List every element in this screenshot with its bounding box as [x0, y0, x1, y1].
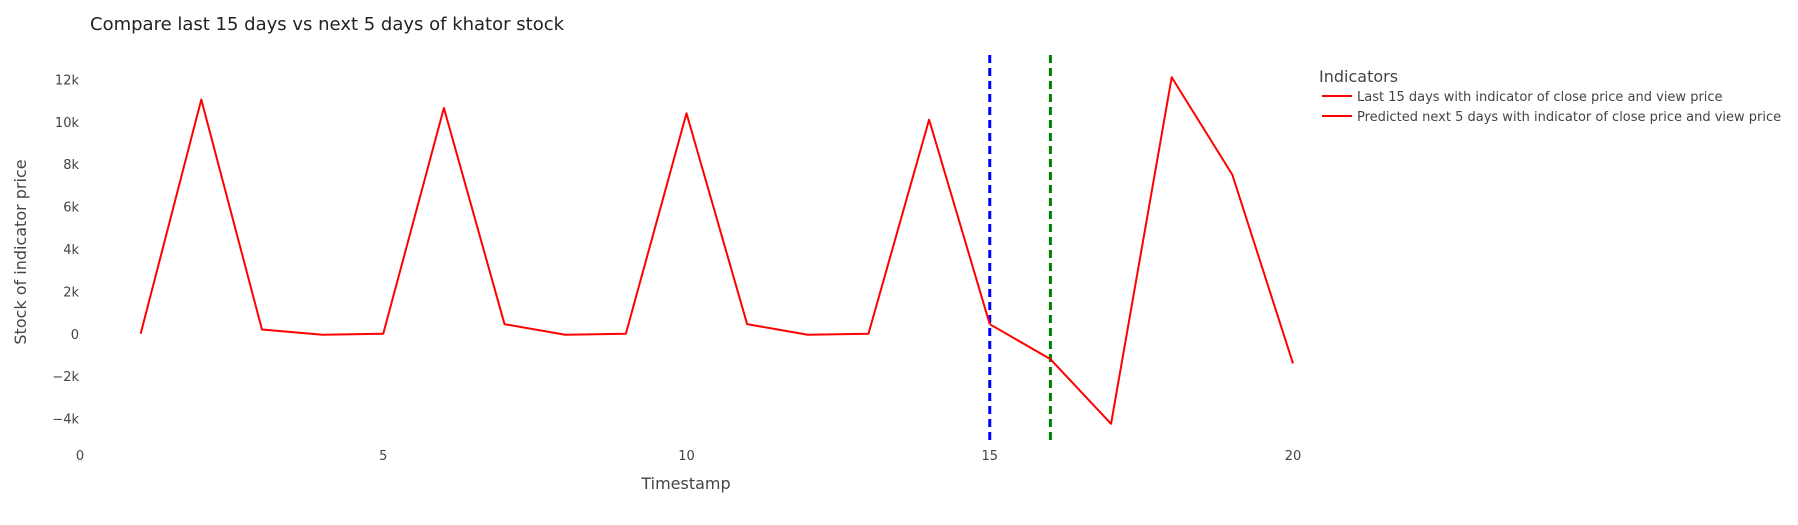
- legend[interactable]: Indicators Last 15 days with indicator o…: [1319, 67, 1781, 125]
- y-tick-label: 4k: [63, 243, 79, 258]
- x-axis-ticks: 0 5 10 15 20: [76, 449, 1301, 464]
- data-point[interactable]: [139, 332, 143, 336]
- data-point[interactable]: [927, 118, 931, 122]
- series-line-1[interactable]: [989, 76, 1294, 425]
- data-point[interactable]: [1109, 422, 1113, 426]
- plot-area: [139, 55, 1295, 445]
- data-point[interactable]: [988, 322, 992, 326]
- x-axis-title: Timestamp: [640, 474, 730, 493]
- data-point[interactable]: [806, 333, 810, 337]
- data-point[interactable]: [624, 332, 628, 336]
- data-point[interactable]: [199, 98, 203, 102]
- data-point[interactable]: [321, 333, 325, 337]
- legend-title: Indicators: [1319, 67, 1398, 86]
- x-tick-label: 0: [76, 449, 84, 464]
- x-tick-label: 20: [1285, 449, 1302, 464]
- data-point[interactable]: [1291, 361, 1295, 365]
- y-tick-label: 0: [71, 328, 79, 343]
- y-tick-label: −2k: [52, 370, 79, 385]
- x-tick-label: 5: [379, 449, 387, 464]
- x-tick-label: 15: [981, 449, 998, 464]
- data-point[interactable]: [866, 332, 870, 336]
- legend-label: Last 15 days with indicator of close pri…: [1357, 90, 1723, 105]
- legend-items[interactable]: Last 15 days with indicator of close pri…: [1322, 90, 1781, 125]
- data-point[interactable]: [381, 332, 385, 336]
- data-point[interactable]: [442, 106, 446, 110]
- y-tick-label: 10k: [55, 116, 80, 131]
- data-point[interactable]: [745, 322, 749, 326]
- y-tick-label: 2k: [63, 285, 79, 300]
- y-axis-ticks: −4k −2k 0 2k 4k 6k 8k 10k 12k: [52, 73, 79, 427]
- y-tick-label: −4k: [52, 413, 79, 428]
- data-point[interactable]: [685, 111, 689, 115]
- series-line-0[interactable]: [139, 98, 991, 336]
- y-tick-label: 12k: [55, 73, 80, 88]
- data-point[interactable]: [503, 322, 507, 326]
- chart-title: Compare last 15 days vs next 5 days of k…: [90, 14, 565, 35]
- y-axis-title: Stock of indicator price: [11, 159, 30, 344]
- y-tick-label: 6k: [63, 201, 79, 216]
- legend-label: Predicted next 5 days with indicator of …: [1357, 110, 1781, 125]
- legend-item-1[interactable]: Predicted next 5 days with indicator of …: [1322, 110, 1781, 125]
- x-tick-label: 10: [678, 449, 695, 464]
- data-point[interactable]: [1170, 75, 1174, 79]
- data-point[interactable]: [260, 327, 264, 331]
- legend-item-0[interactable]: Last 15 days with indicator of close pri…: [1322, 90, 1723, 105]
- data-point[interactable]: [1048, 357, 1052, 361]
- data-point[interactable]: [563, 333, 567, 337]
- y-tick-label: 8k: [63, 158, 79, 173]
- data-point[interactable]: [1230, 173, 1234, 177]
